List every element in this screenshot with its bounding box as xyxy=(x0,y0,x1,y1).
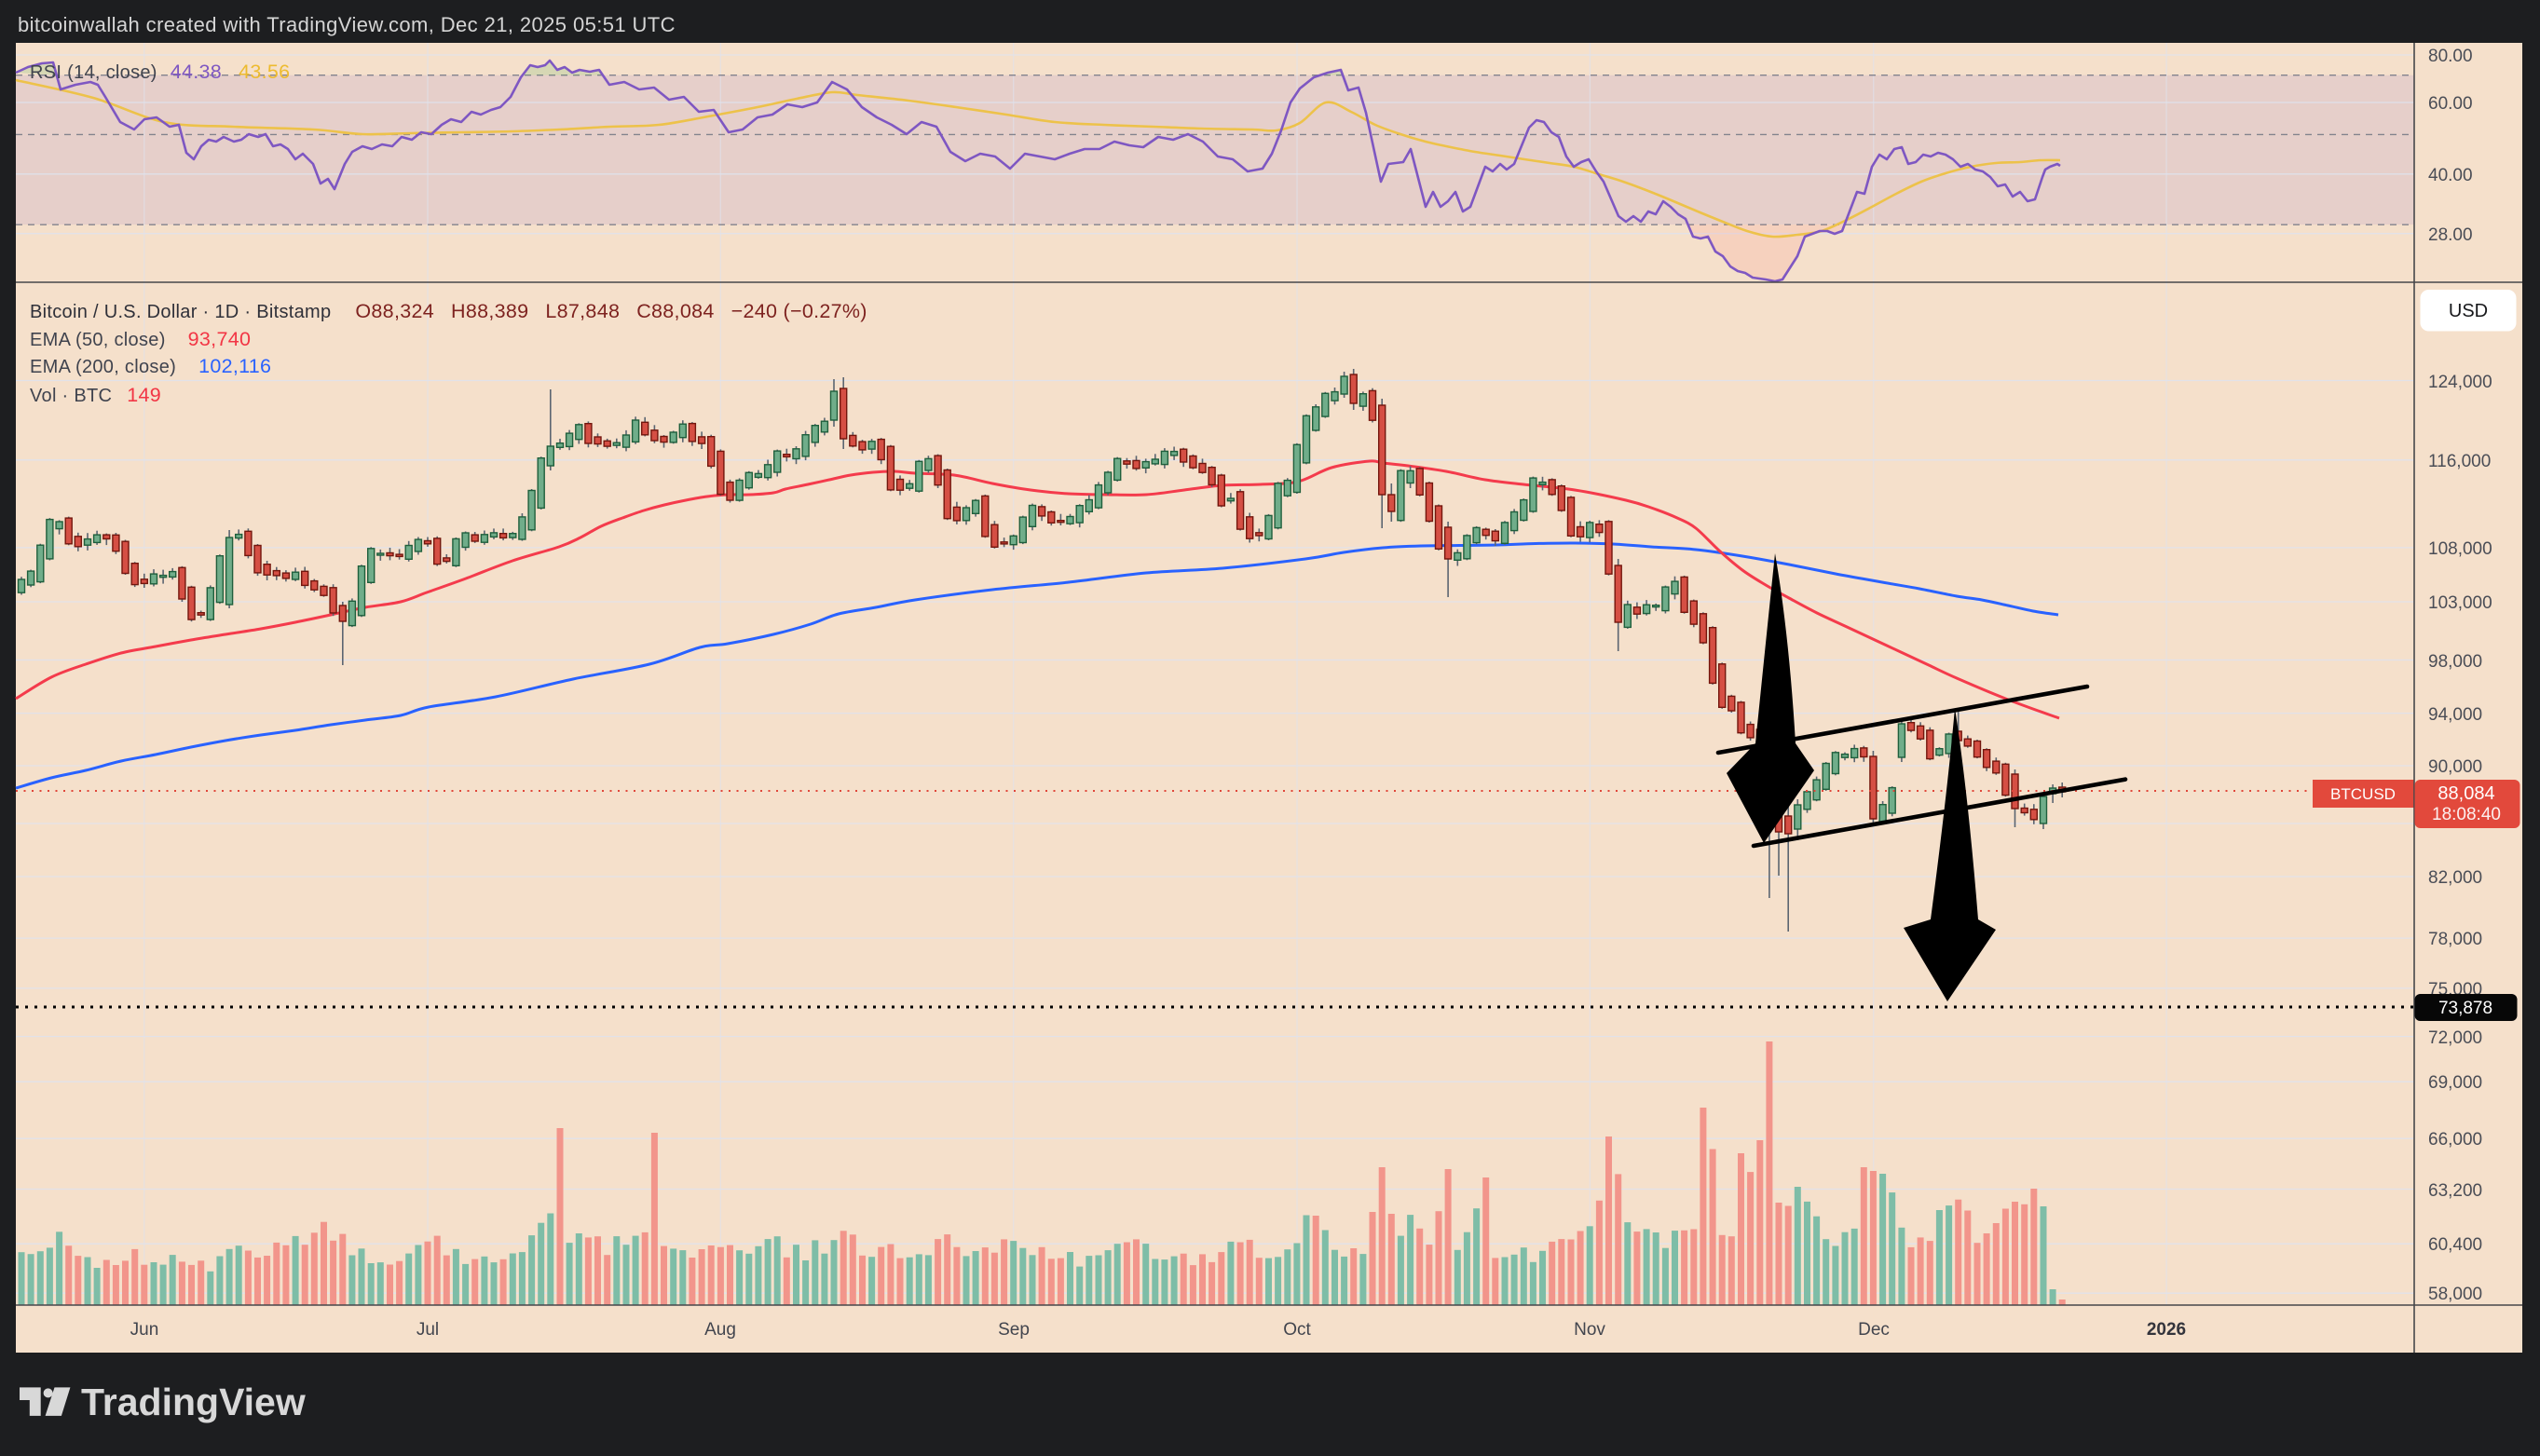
svg-text:2026: 2026 xyxy=(2147,1320,2186,1340)
svg-text:40.00: 40.00 xyxy=(2428,166,2473,185)
svg-text:USD: USD xyxy=(2449,301,2488,321)
svg-text:Aug: Aug xyxy=(704,1320,736,1340)
svg-text:Sep: Sep xyxy=(998,1320,1030,1340)
svg-text:80.00: 80.00 xyxy=(2428,47,2473,66)
svg-text:94,000: 94,000 xyxy=(2428,705,2482,725)
svg-text:116,000: 116,000 xyxy=(2428,452,2491,471)
svg-text:88,084: 88,084 xyxy=(2438,783,2494,804)
svg-text:69,000: 69,000 xyxy=(2428,1073,2482,1093)
svg-text:60,400: 60,400 xyxy=(2428,1235,2482,1255)
svg-text:bitcoinwallah created with Tra: bitcoinwallah created with TradingView.c… xyxy=(18,13,676,36)
svg-text:Nov: Nov xyxy=(1574,1320,1605,1340)
svg-text:82,000: 82,000 xyxy=(2428,868,2482,888)
svg-text:TradingView: TradingView xyxy=(81,1381,306,1423)
svg-text:60.00: 60.00 xyxy=(2428,94,2473,114)
svg-text:Jul: Jul xyxy=(417,1320,439,1340)
svg-text:103,000: 103,000 xyxy=(2428,593,2492,613)
svg-text:63,200: 63,200 xyxy=(2428,1181,2482,1201)
svg-text:Dec: Dec xyxy=(1858,1320,1890,1340)
svg-text:90,000: 90,000 xyxy=(2428,757,2482,777)
svg-text:78,000: 78,000 xyxy=(2428,930,2482,949)
svg-text:Jun: Jun xyxy=(130,1320,159,1340)
svg-text:58,000: 58,000 xyxy=(2428,1285,2482,1304)
svg-text:124,000: 124,000 xyxy=(2428,373,2492,392)
svg-text:Oct: Oct xyxy=(1283,1320,1311,1340)
svg-text:EMA (200, close)102,116: EMA (200, close) 102,116 xyxy=(30,355,271,377)
svg-text:28.00: 28.00 xyxy=(2428,225,2473,245)
svg-text:BTCUSD: BTCUSD xyxy=(2330,785,2396,803)
svg-text:18:08:40: 18:08:40 xyxy=(2432,805,2501,824)
svg-text:66,000: 66,000 xyxy=(2428,1130,2482,1150)
svg-text:98,000: 98,000 xyxy=(2428,652,2482,672)
svg-text:EMA (50, close)93,740: EMA (50, close) 93,740 xyxy=(30,328,251,350)
svg-text:73,878: 73,878 xyxy=(2438,999,2492,1018)
svg-text:108,000: 108,000 xyxy=(2428,539,2492,559)
svg-text:72,000: 72,000 xyxy=(2428,1028,2482,1048)
